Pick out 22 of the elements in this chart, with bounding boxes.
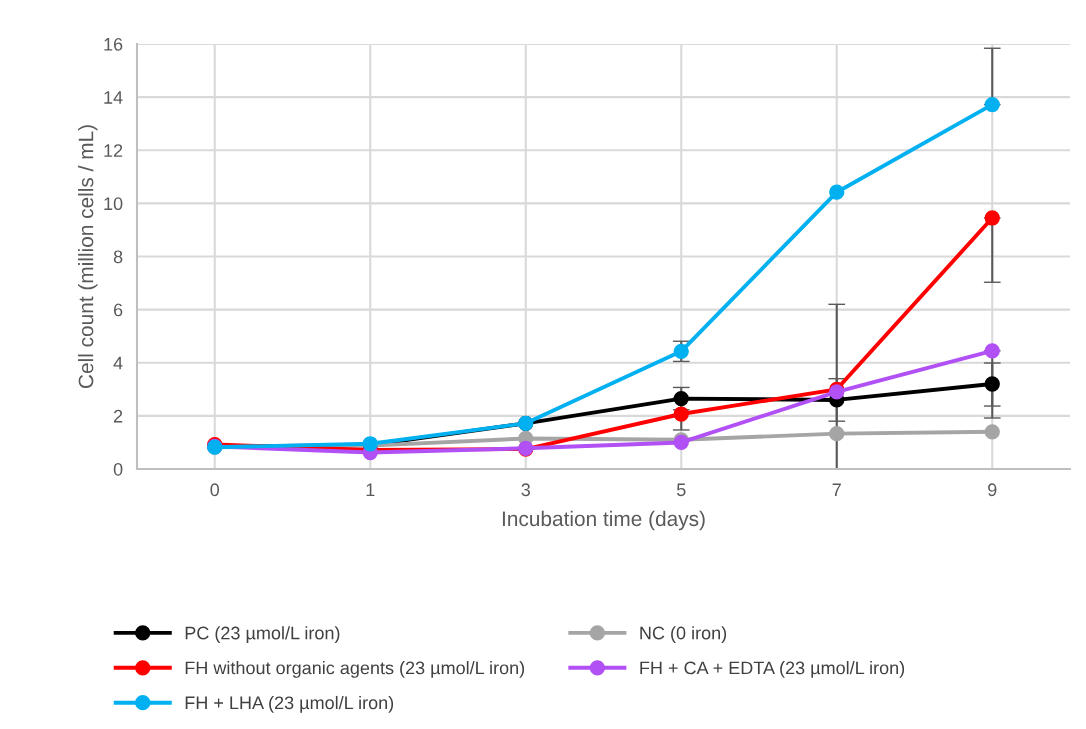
- legend-label: FH without organic agents (23 µmol/L iron): [185, 661, 525, 678]
- x-tick-label: 5: [676, 483, 686, 497]
- x-axis-title: Incubation time (days): [502, 510, 705, 531]
- x-tick-label: 0: [210, 483, 220, 497]
- y-tick-label: 4: [113, 356, 123, 370]
- y-tick-label: 10: [104, 197, 123, 211]
- y-tick-label: 12: [104, 144, 123, 157]
- legend-label: PC (23 µmol/L iron): [185, 626, 340, 643]
- y-tick-label: 14: [104, 91, 123, 104]
- legend-label: NC (0 iron): [640, 626, 727, 643]
- y-tick-label: 16: [104, 37, 123, 51]
- x-tick-label: 3: [521, 483, 530, 497]
- y-tick-label: 6: [113, 303, 123, 317]
- y-tick-label: 8: [113, 250, 123, 264]
- x-tick-label: 9: [988, 483, 997, 497]
- legend-label: FH + LHA (23 µmol/L iron): [185, 695, 394, 713]
- y-tick-label: 2: [113, 409, 123, 423]
- legend-label: FH + CA + EDTA (23 µmol/L iron): [640, 661, 905, 678]
- x-tick-label: 1: [366, 483, 375, 496]
- y-axis-title: Cell count (million cells / mL): [78, 125, 98, 388]
- x-tick-label: 7: [832, 483, 841, 496]
- y-tick-label: 0: [113, 462, 123, 476]
